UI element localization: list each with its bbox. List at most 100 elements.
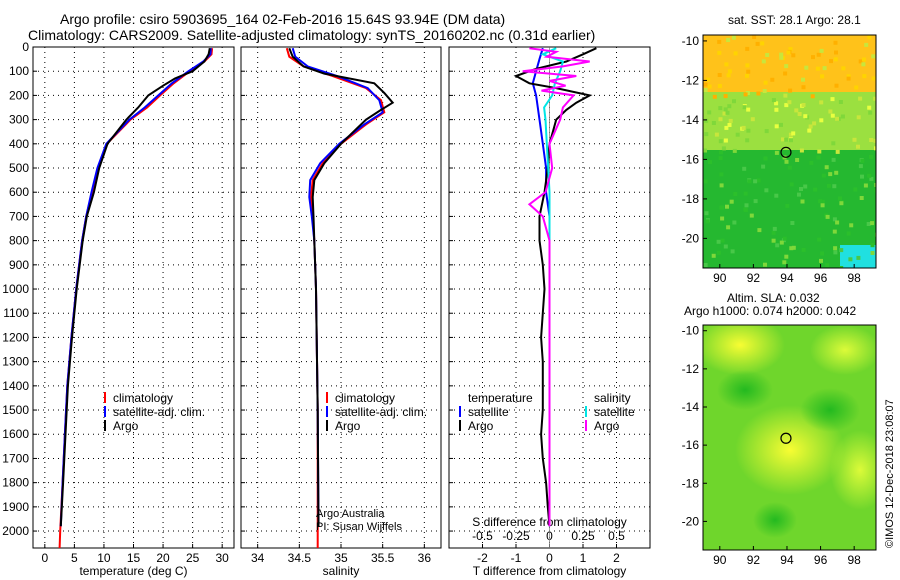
sst-speckle-cell bbox=[787, 100, 792, 105]
sst-speckle-cell bbox=[703, 179, 708, 184]
sst-speckle-cell bbox=[835, 220, 840, 225]
sst-speckle-cell bbox=[705, 219, 710, 224]
sst-speckle-cell bbox=[717, 50, 722, 55]
sst-speckle-cell bbox=[782, 260, 787, 265]
sst-speckle-cell bbox=[717, 39, 722, 44]
y-tick-label: 1200 bbox=[2, 330, 29, 344]
sst-speckle-cell bbox=[756, 91, 761, 96]
sst-speckle-cell bbox=[775, 243, 780, 248]
sst-speckle-cell bbox=[839, 266, 844, 268]
sst-speckle-cell bbox=[714, 132, 719, 137]
sst-speckle-cell bbox=[703, 82, 708, 87]
sst-speckle-cell bbox=[761, 59, 766, 64]
sst-speckle-cell bbox=[761, 164, 766, 169]
x-tick-label: -1 bbox=[511, 551, 522, 565]
sst-speckle-cell bbox=[846, 231, 851, 236]
sst-speckle-cell bbox=[727, 104, 732, 109]
sst-speckle-cell bbox=[791, 53, 796, 58]
sst-speckle-cell bbox=[771, 98, 776, 103]
sst-speckle-cell bbox=[745, 73, 749, 78]
sst-speckle-cell bbox=[784, 64, 789, 69]
sst-map bbox=[703, 35, 876, 268]
sst-speckle-cell bbox=[783, 93, 788, 98]
map-y-tick-label: -16 bbox=[682, 152, 700, 166]
sst-speckle-cell bbox=[789, 246, 794, 251]
sst-speckle-cell bbox=[811, 55, 815, 60]
sst-speckle-cell bbox=[867, 105, 872, 110]
credit-text: ©IMOS 12-Dec-2018 23:08:07 bbox=[884, 399, 896, 548]
sst-speckle-cell bbox=[820, 203, 825, 208]
sst-speckle-cell bbox=[733, 192, 738, 196]
sst-speckle-cell bbox=[820, 199, 825, 204]
sst-speckle-cell bbox=[833, 250, 838, 255]
x-axis-label: temperature (deg C) bbox=[79, 564, 187, 578]
sst-speckle-cell bbox=[854, 85, 859, 90]
sst-speckle-cell bbox=[783, 71, 788, 76]
sst-speckle-cell bbox=[838, 196, 842, 201]
sst-speckle-cell bbox=[819, 48, 824, 53]
legend-title-salinity: salinity bbox=[594, 391, 631, 405]
sst-speckle-cell bbox=[716, 250, 721, 255]
sst-speckle-cell bbox=[788, 132, 793, 137]
title-line-1: Argo profile: csiro 5903695_164 02-Feb-2… bbox=[60, 11, 505, 27]
x-tick-label: 34.5 bbox=[288, 551, 312, 565]
sst-speckle-cell bbox=[757, 228, 762, 233]
map-x-tick-label: 90 bbox=[713, 271, 727, 285]
sst-speckle-cell bbox=[787, 165, 792, 170]
sst-speckle-cell bbox=[774, 193, 779, 198]
sst-speckle-cell bbox=[733, 51, 738, 56]
y-tick-label: 1700 bbox=[2, 451, 29, 465]
sst-speckle-cell bbox=[724, 62, 729, 67]
x-tick-label: 36 bbox=[418, 551, 432, 565]
map-x-tick-label: 94 bbox=[780, 553, 794, 567]
annotation-pi: PI: Susan Wijffels bbox=[316, 521, 402, 533]
sst-speckle-cell bbox=[840, 114, 845, 119]
sla-map-frame bbox=[702, 324, 877, 551]
sst-speckle-cell bbox=[726, 38, 731, 42]
salinity-legend: climatology satellite-adj. clim. Argo Ar… bbox=[316, 391, 427, 533]
sst-speckle-cell bbox=[779, 122, 783, 127]
sst-speckle-cell bbox=[785, 203, 790, 208]
map-x-tick-label: 96 bbox=[814, 271, 828, 285]
sst-speckle-cell bbox=[708, 160, 712, 165]
sst-speckle-cell bbox=[746, 107, 751, 112]
sst-speckle-cell bbox=[846, 74, 851, 79]
x-tick-label: 5 bbox=[71, 551, 78, 565]
sst-speckle-cell bbox=[801, 77, 805, 82]
series-line-argo bbox=[59, 48, 211, 527]
sst-speckle-cell bbox=[815, 66, 820, 71]
sst-speckle-cell bbox=[821, 173, 826, 178]
sst-speckle-cell bbox=[762, 89, 767, 93]
sst-speckle-cell bbox=[747, 179, 752, 184]
sst-speckle-cell bbox=[746, 128, 751, 133]
sst-speckle-cell bbox=[765, 53, 770, 57]
sst-speckle-cell bbox=[835, 149, 840, 154]
map-y-tick-label: -18 bbox=[682, 476, 700, 490]
sst-speckle-cell bbox=[779, 52, 784, 57]
y-tick-label: 1500 bbox=[2, 403, 29, 417]
sst-speckle-cell bbox=[718, 156, 723, 161]
map-y-tick-label: -20 bbox=[682, 514, 700, 528]
sst-speckle-cell bbox=[817, 237, 822, 242]
sst-speckle-cell bbox=[746, 69, 751, 74]
sla-map-high-blob bbox=[810, 325, 876, 375]
y-tick-label: 1100 bbox=[3, 306, 29, 320]
sst-speckle-cell bbox=[871, 54, 876, 59]
y-tick-label: 200 bbox=[9, 88, 29, 102]
x2-tick-label: 0.25 bbox=[571, 529, 595, 543]
sst-speckle-cell bbox=[735, 132, 740, 137]
sst-speckle-cell bbox=[782, 236, 787, 241]
sst-speckle-cell bbox=[839, 201, 844, 206]
x-tick-label: 35 bbox=[334, 551, 348, 565]
sst-speckle-cell bbox=[846, 76, 851, 81]
sst-map-warm-band bbox=[703, 35, 876, 95]
sst-speckle-cell bbox=[866, 222, 871, 226]
sst-speckle-cell bbox=[786, 50, 791, 55]
sst-speckle-cell bbox=[764, 129, 769, 134]
annotation-argo-australia: Argo Australia bbox=[316, 508, 385, 520]
y-tick-label: 700 bbox=[9, 209, 29, 223]
sst-speckle-cell bbox=[704, 118, 709, 123]
y-tick-label: 900 bbox=[9, 258, 29, 272]
sst-speckle-cell bbox=[712, 94, 717, 99]
